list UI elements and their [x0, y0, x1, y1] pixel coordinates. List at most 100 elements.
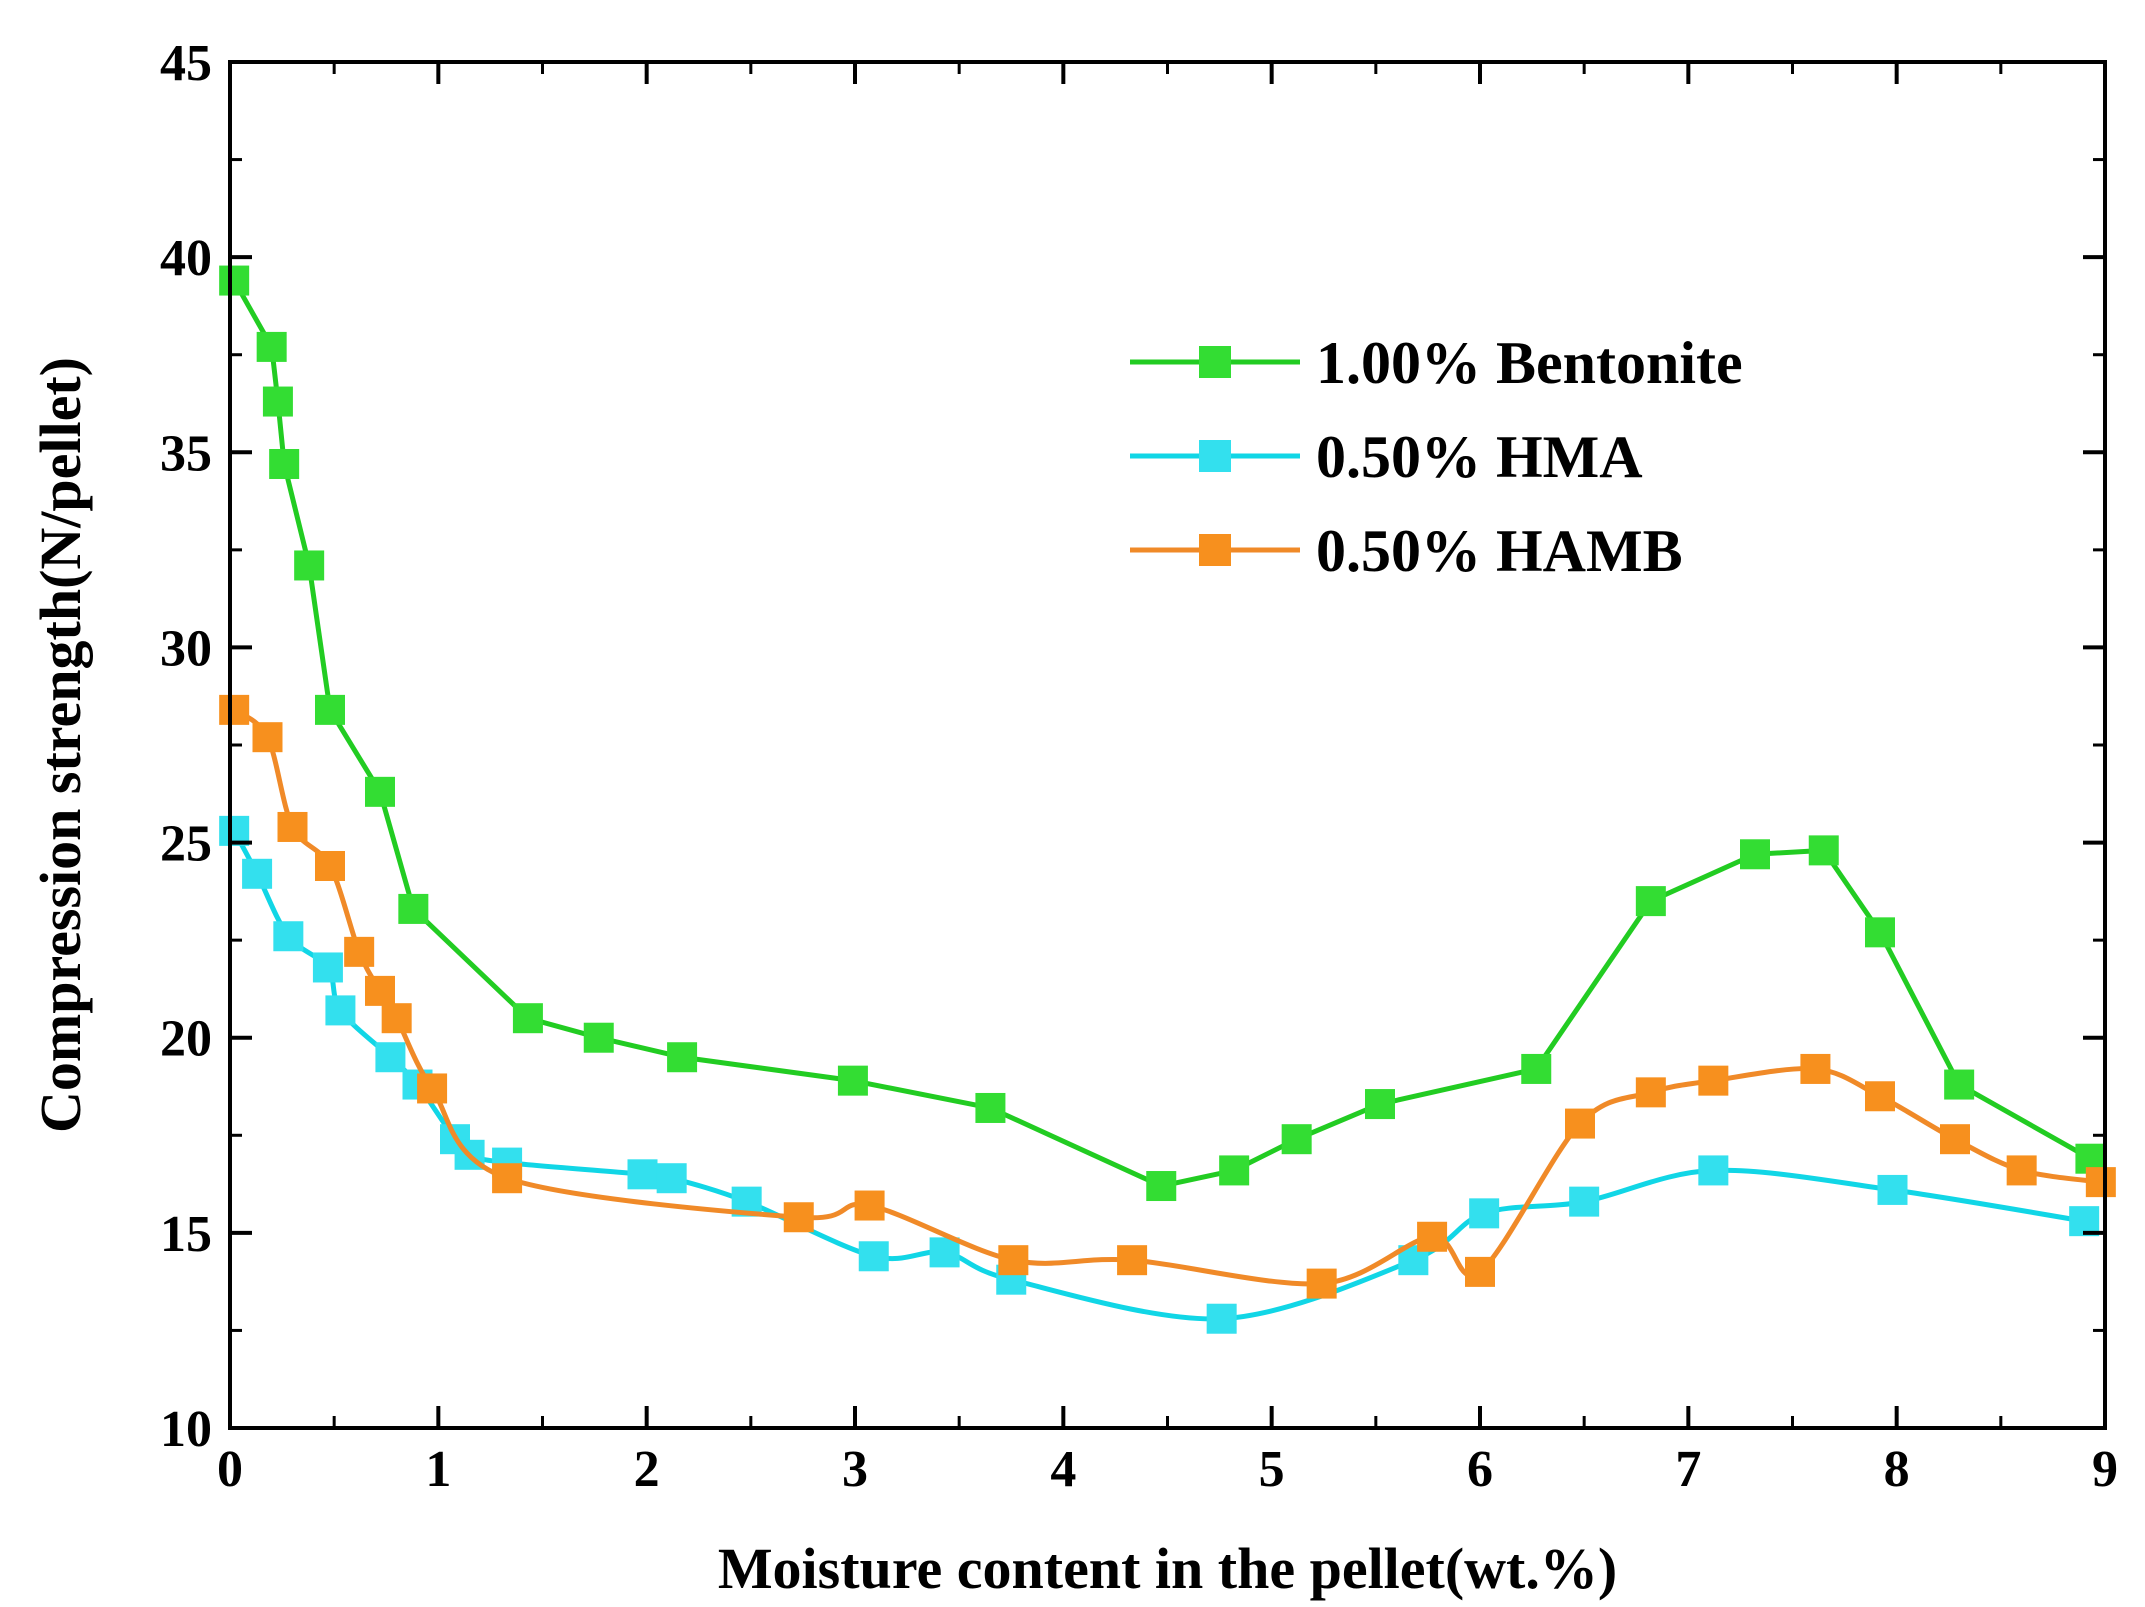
x-tick-label: 6	[1467, 1441, 1493, 1498]
y-axis-title: Compression strength(N/pellet)	[28, 357, 93, 1133]
data-point	[398, 893, 429, 924]
data-point	[1800, 1053, 1831, 1084]
data-point	[512, 1003, 543, 1034]
data-point	[242, 858, 273, 889]
data-point	[627, 1159, 658, 1190]
data-point	[381, 1003, 412, 1034]
data-point	[1569, 1186, 1600, 1217]
data-point	[1698, 1065, 1729, 1096]
data-point	[256, 331, 287, 362]
data-point	[262, 386, 293, 417]
series-line	[232, 707, 2102, 1287]
y-tick-label: 20	[160, 1011, 212, 1068]
data-point	[1808, 835, 1839, 866]
data-point	[1365, 1089, 1395, 1120]
data-point	[783, 1202, 814, 1233]
data-point	[1865, 917, 1895, 948]
legend-item: 0.50% HAMB	[1130, 518, 1683, 584]
data-point	[1469, 1198, 1500, 1229]
y-tick-label: 10	[160, 1401, 212, 1458]
legend-item: 0.50% HMA	[1130, 424, 1643, 490]
y-axis: 10 15 20 25 30 35 40 45	[160, 35, 2105, 1458]
y-tick-label: 15	[160, 1206, 212, 1263]
legend: 1.00% Bentonite 0.50% HMA 0.50% HAMB	[1130, 330, 1743, 584]
x-tick-label: 0	[217, 1441, 243, 1498]
y-tick-label: 30	[160, 620, 212, 677]
plot-series	[219, 265, 2116, 1334]
x-tick-label: 7	[1675, 1441, 1701, 1498]
series-0	[219, 265, 2106, 1202]
data-point	[1206, 1303, 1237, 1334]
x-tick-label: 5	[1259, 1441, 1285, 1498]
data-point	[1219, 1155, 1250, 1186]
x-tick-label: 8	[1884, 1441, 1910, 1498]
data-point	[365, 975, 395, 1006]
legend-marker	[1199, 534, 1231, 566]
data-point	[315, 850, 345, 881]
data-point	[365, 776, 395, 807]
data-point	[294, 550, 325, 581]
data-point	[325, 995, 356, 1026]
legend-label: 1.00% Bentonite	[1316, 330, 1743, 396]
data-point	[312, 952, 343, 983]
series-2	[219, 694, 2116, 1299]
x-tick-label: 1	[425, 1441, 451, 1498]
data-point	[583, 1022, 614, 1053]
x-tick-label: 4	[1050, 1441, 1076, 1498]
data-point	[1865, 1081, 1895, 1112]
data-point	[1306, 1268, 1337, 1299]
data-point	[1417, 1221, 1448, 1252]
data-point	[1465, 1256, 1495, 1287]
data-point	[1877, 1174, 1908, 1205]
x-tick-label: 9	[2092, 1441, 2118, 1498]
data-point	[1565, 1108, 1595, 1139]
data-point	[219, 694, 250, 725]
data-point	[837, 1065, 868, 1096]
data-point	[2006, 1155, 2037, 1186]
data-point	[1698, 1155, 1729, 1186]
series-line	[231, 279, 2092, 1189]
plot-frame	[228, 60, 2107, 1430]
data-point	[1740, 839, 1770, 870]
legend-marker	[1199, 440, 1231, 472]
data-point	[417, 1073, 448, 1104]
data-point	[656, 1163, 687, 1194]
data-point	[929, 1237, 960, 1268]
y-tick-label: 25	[160, 816, 212, 873]
data-point	[344, 936, 375, 967]
data-point	[1281, 1124, 1312, 1155]
data-point	[1521, 1053, 1552, 1084]
data-point	[854, 1190, 885, 1221]
data-point	[667, 1042, 698, 1073]
data-point	[269, 448, 300, 479]
data-point	[1635, 1077, 1666, 1108]
data-point	[375, 1042, 406, 1073]
x-axis: 0 1 2 3 4 5 6 7 8 9	[217, 62, 2118, 1498]
data-point	[252, 722, 283, 753]
legend-marker	[1199, 346, 1231, 378]
y-tick-label: 45	[160, 35, 212, 92]
legend-item: 1.00% Bentonite	[1130, 330, 1743, 396]
x-tick-label: 2	[634, 1441, 660, 1498]
data-point	[1940, 1124, 1970, 1155]
data-point	[858, 1241, 889, 1272]
data-point	[1117, 1245, 1148, 1276]
legend-label: 0.50% HMA	[1316, 424, 1643, 490]
y-tick-label: 40	[160, 230, 212, 287]
data-point	[998, 1245, 1029, 1276]
data-point	[975, 1092, 1006, 1123]
x-tick-label: 3	[842, 1441, 868, 1498]
data-point	[1146, 1171, 1177, 1202]
data-point	[219, 265, 250, 296]
y-tick-label: 35	[160, 425, 212, 482]
data-point	[1944, 1069, 1975, 1100]
data-point	[1635, 886, 1666, 917]
x-axis-title: Moisture content in the pellet(wt.%)	[718, 1536, 1617, 1601]
legend-label: 0.50% HAMB	[1316, 518, 1683, 584]
data-point	[277, 811, 308, 842]
data-point	[273, 921, 304, 952]
data-point	[2085, 1167, 2116, 1198]
data-point	[492, 1163, 523, 1194]
data-point	[315, 694, 345, 725]
